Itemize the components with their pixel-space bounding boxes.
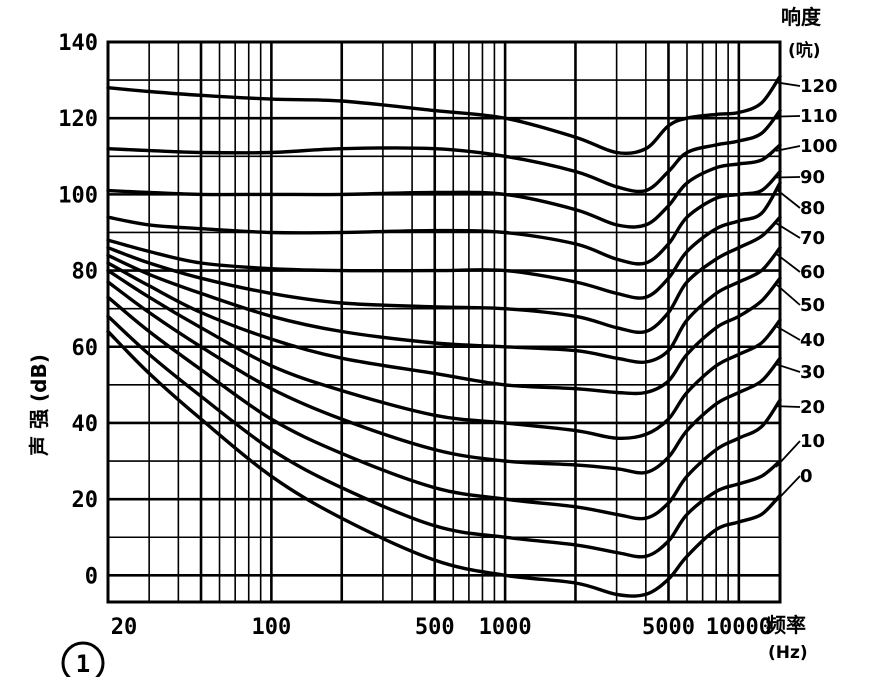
curve-label-30: 30 <box>800 362 825 383</box>
curve-leader-50 <box>775 283 801 306</box>
curve-label-40: 40 <box>800 330 825 351</box>
x-axis-unit: (Hz) <box>768 643 808 663</box>
curve-label-60: 60 <box>800 262 825 283</box>
loudness-curve-90 <box>106 169 782 266</box>
curve-leader-40 <box>775 325 801 341</box>
loudness-curve-70 <box>106 215 782 335</box>
curve-label-50: 50 <box>800 295 825 316</box>
figure-number-marker: 1 <box>61 641 105 677</box>
loudness-curve-30 <box>106 280 782 475</box>
plot-frame <box>106 40 782 604</box>
loudness-curves <box>106 74 782 598</box>
x-tick-label: 1000 <box>479 615 532 640</box>
x-tick-label: 10000 <box>706 615 772 640</box>
loudness-curve-50 <box>106 261 782 396</box>
curve-leader-70 <box>775 222 801 239</box>
curve-label-70: 70 <box>800 228 825 249</box>
curve-leader-90 <box>775 176 801 179</box>
curve-leader-0 <box>775 475 801 502</box>
curve-leader-100 <box>775 145 801 152</box>
chart-grid <box>108 40 780 602</box>
loudness-curve-80 <box>106 181 782 300</box>
y-tick-label: 100 <box>58 183 98 208</box>
curve-leader-30 <box>775 363 801 373</box>
x-axis-ticks: 20 100 500 1000 5000 10000 <box>111 615 772 640</box>
loudness-curve-20 <box>106 295 782 521</box>
x-tick-label: 5000 <box>642 615 695 640</box>
y-tick-label: 80 <box>72 260 99 285</box>
y-tick-label: 120 <box>58 107 98 132</box>
loudness-curve-100 <box>106 143 782 229</box>
curve-leader-60 <box>775 252 801 273</box>
y-axis-label: 声 强 (dB) <box>27 354 51 457</box>
x-axis-label: 频率 <box>766 613 806 637</box>
curve-label-120: 120 <box>800 76 838 97</box>
curve-leader-80 <box>775 188 801 209</box>
curve-label-110: 110 <box>800 106 838 127</box>
loudness-curve-40 <box>106 268 782 441</box>
y-axis-ticks: 0 20 40 60 80 100 120 140 <box>58 31 98 589</box>
loudness-curve-10 <box>106 314 782 559</box>
y-tick-label: 140 <box>58 31 98 56</box>
curve-leader-10 <box>775 440 801 468</box>
curve-leader-110 <box>775 115 801 118</box>
x-tick-label: 500 <box>415 615 455 640</box>
curve-label-90: 90 <box>800 167 825 188</box>
loudness-curve-60 <box>106 246 782 364</box>
curve-label-80: 80 <box>800 198 825 219</box>
loudness-curve-120 <box>106 74 782 156</box>
curve-label-20: 20 <box>800 397 825 418</box>
x-tick-label: 20 <box>111 615 138 640</box>
curve-leader-120 <box>775 81 801 87</box>
curve-label-100: 100 <box>800 136 838 157</box>
loudness-curve-110 <box>106 108 782 194</box>
y-tick-label: 20 <box>72 488 99 513</box>
curve-label-0: 0 <box>800 466 813 487</box>
y-axis-label-text: 声 强 (dB) <box>27 354 51 457</box>
y-tick-label: 40 <box>72 412 99 437</box>
y-tick-label: 0 <box>85 564 98 589</box>
y-tick-label: 60 <box>72 336 99 361</box>
legend-unit: (吭) <box>788 40 821 61</box>
x-tick-label: 100 <box>251 615 291 640</box>
figure-number: 1 <box>76 650 90 677</box>
loudness-curve-0 <box>106 329 782 598</box>
legend-title: 响度 <box>781 5 822 29</box>
curve-leader-20 <box>775 405 801 408</box>
curve-label-10: 10 <box>800 431 825 452</box>
